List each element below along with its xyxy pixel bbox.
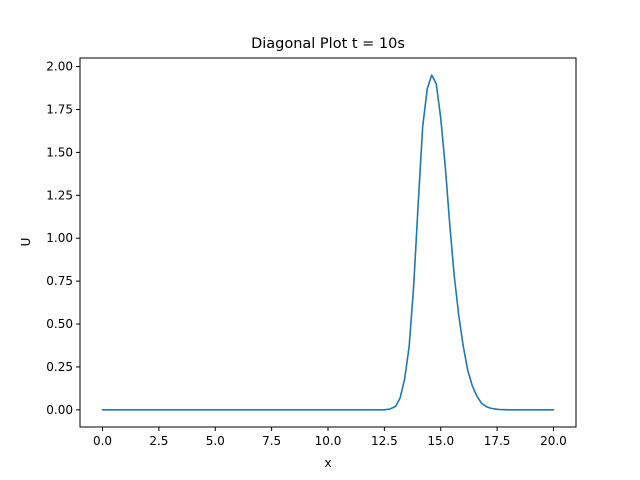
y-tick-label: 2.00	[46, 60, 73, 74]
y-tick-label: 1.50	[46, 145, 73, 159]
y-axis-label: U	[19, 238, 33, 247]
x-tick-label: 0.0	[93, 434, 112, 448]
x-tick-label: 2.5	[149, 434, 168, 448]
x-tick-label: 12.5	[371, 434, 398, 448]
x-tick-label: 15.0	[427, 434, 454, 448]
plot-area: 0.0 2.5 5.0 7.5 10.0 12.5 15.0 17.5 20.0 0.00 0.25…	[46, 60, 567, 448]
x-tick-label: 5.0	[206, 434, 225, 448]
series-line	[101, 74, 555, 411]
y-tick-label: 1.75	[46, 102, 73, 116]
x-tick-label: 7.5	[262, 434, 281, 448]
x-tick-label: 20.0	[540, 434, 567, 448]
y-tick-label: 0.25	[46, 360, 73, 374]
y-tick-label: 0.00	[46, 403, 73, 417]
chart-title: Diagonal Plot t = 10s	[251, 36, 405, 52]
plot-frame	[79, 57, 577, 428]
y-tick-label: 1.00	[46, 231, 73, 245]
y-tick-label: 0.75	[46, 274, 73, 288]
y-tick-label: 0.50	[46, 317, 73, 331]
x-axis-label: x	[324, 456, 331, 470]
x-tick-label: 10.0	[315, 434, 342, 448]
y-tick-label: 1.25	[46, 188, 73, 202]
x-tick-label: 17.5	[484, 434, 511, 448]
